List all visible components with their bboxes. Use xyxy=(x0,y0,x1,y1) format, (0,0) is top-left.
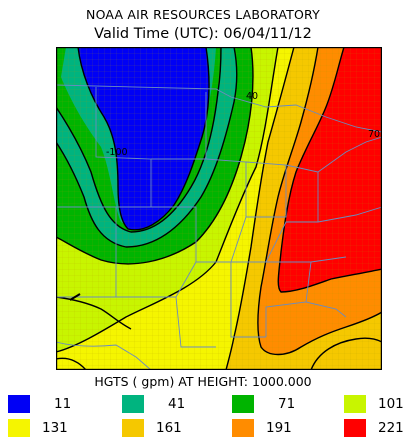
legend-label: 41 xyxy=(168,396,186,412)
legend-swatch xyxy=(122,395,144,413)
legend-label: 101 xyxy=(378,396,404,412)
contour-label-east: 70 xyxy=(368,129,380,140)
legend-label: 131 xyxy=(42,420,68,436)
valid-time: Valid Time (UTC): 06/04/11/12 xyxy=(94,26,312,42)
legend-label: 11 xyxy=(54,396,72,412)
product-title: NOAA AIR RESOURCES LABORATORY xyxy=(86,7,320,22)
contour-map: -100 -1 40 70 xyxy=(56,47,382,370)
legend-label: 161 xyxy=(156,420,182,436)
color-legend: 11 41 71 101 131 161 191 221 xyxy=(0,395,406,441)
political-boundaries xyxy=(56,84,382,370)
legend-swatch xyxy=(122,419,144,437)
legend-label: 191 xyxy=(266,420,292,436)
contour-label-west: -100 xyxy=(106,147,128,158)
legend-swatch xyxy=(8,419,30,437)
legend-swatch xyxy=(344,395,366,413)
field-caption: HGTS ( gpm) AT HEIGHT: 1000.000 xyxy=(94,374,312,389)
contour-label-north: 40 xyxy=(246,91,258,102)
legend-label: 71 xyxy=(278,396,296,412)
legend-label: 221 xyxy=(378,420,404,436)
legend-swatch xyxy=(232,395,254,413)
legend-swatch xyxy=(232,419,254,437)
legend-swatch xyxy=(344,419,366,437)
legend-swatch xyxy=(8,395,30,413)
